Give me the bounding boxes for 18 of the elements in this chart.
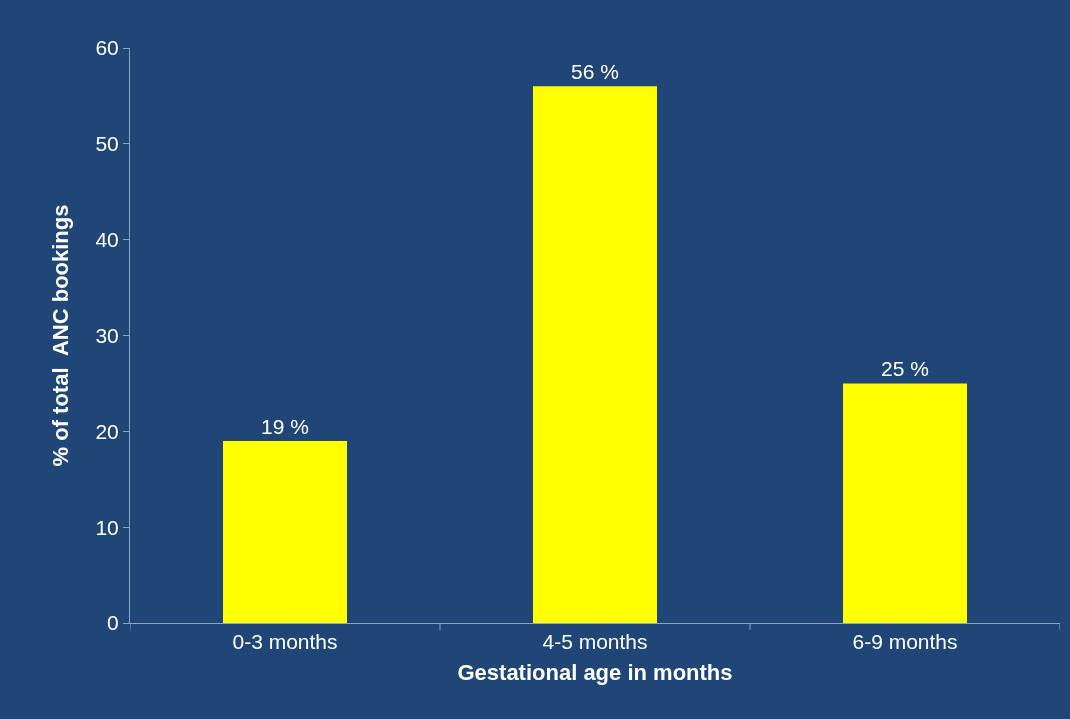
x-axis-title: Gestational age in months bbox=[457, 660, 733, 686]
bar bbox=[223, 440, 347, 623]
x-tick-label: 4-5 months bbox=[542, 630, 648, 654]
bar bbox=[533, 86, 657, 623]
y-tick-label: 60 bbox=[95, 36, 119, 60]
y-axis-title: % of total ANC bookings bbox=[48, 204, 74, 467]
y-tick-label: 10 bbox=[95, 515, 119, 539]
x-tick-label: 6-9 months bbox=[852, 630, 958, 654]
y-tick-label: 20 bbox=[95, 419, 119, 443]
bar bbox=[843, 383, 967, 623]
y-tick-label: 40 bbox=[95, 228, 119, 252]
y-tick-label: 50 bbox=[95, 132, 119, 156]
y-tick-label: 30 bbox=[95, 323, 119, 347]
y-tick-label: 0 bbox=[107, 611, 119, 635]
data-label: 19 % bbox=[261, 414, 309, 438]
x-tick-label: 0-3 months bbox=[232, 630, 338, 654]
data-label: 25 % bbox=[881, 357, 929, 381]
data-label: 56 % bbox=[571, 60, 619, 84]
